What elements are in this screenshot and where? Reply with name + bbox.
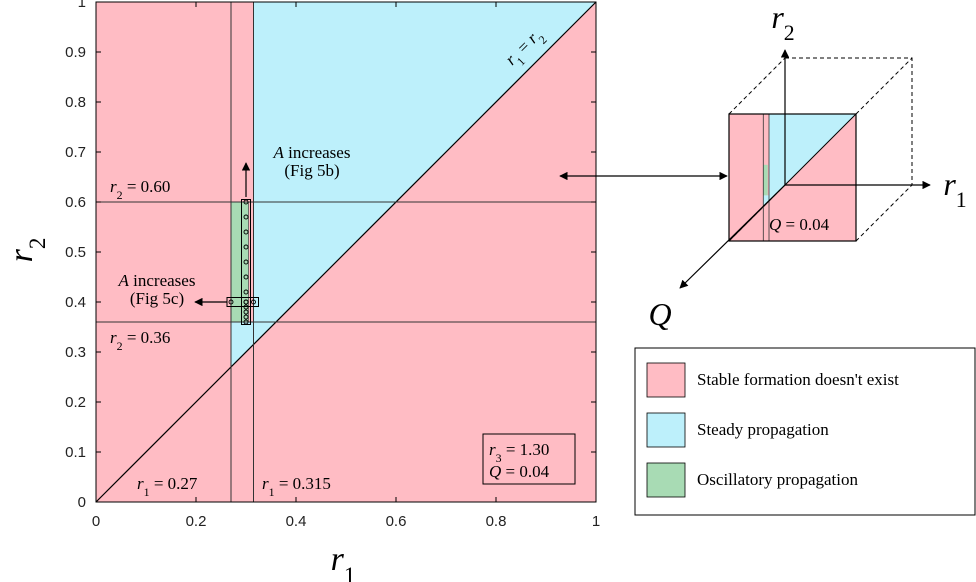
y-tick-label: 0.7 — [65, 144, 86, 161]
y-axis-label: r2 — [3, 238, 51, 263]
legend-label-0: Stable formation doesn't exist — [697, 370, 899, 389]
sample-point-vertical — [243, 214, 249, 220]
inset-depth-edge — [855, 57, 913, 115]
inset-axis-label-r2: r2 — [771, 0, 794, 45]
sample-point-vertical — [243, 314, 249, 320]
y-tick-label: 0.8 — [65, 94, 86, 111]
y-tick-label: 0.2 — [65, 394, 86, 411]
sample-point-vertical — [243, 259, 249, 265]
label-a-increases-c-line1: A increases — [118, 271, 196, 290]
inset-front-frame — [728, 113, 857, 242]
inset-depth-edge — [728, 57, 786, 115]
label-a-increases-b-line2: (Fig 5b) — [284, 161, 339, 180]
label-a-increases-c-line2: (Fig 5c) — [130, 289, 184, 308]
label-r1-0315: r1 = 0.315 — [262, 474, 331, 499]
y-tick-label: 0.3 — [65, 344, 86, 361]
sample-point-vertical — [243, 319, 249, 325]
y-tick-label: 0.1 — [65, 444, 86, 461]
legend-swatch-1 — [646, 412, 686, 448]
label-params-q: Q = 0.04 — [489, 462, 550, 481]
inset-axis-q — [679, 184, 786, 289]
sample-point-horizontal — [251, 299, 256, 305]
x-tick-label: 0.6 — [386, 513, 407, 530]
label-params-r3: r3 = 1.30 — [489, 440, 549, 465]
label-r2-036: r2 = 0.36 — [110, 328, 170, 353]
y-tick-label: 0.4 — [65, 294, 86, 311]
legend-label-2: Oscillatory propagation — [697, 470, 858, 489]
label-r1-027: r1 = 0.27 — [137, 474, 198, 499]
x-tick-label: 0.2 — [186, 513, 207, 530]
x-axis-label: r1 — [331, 541, 356, 582]
inset-q-label: Q = 0.04 — [769, 215, 830, 234]
sample-box-vertical — [241, 199, 251, 325]
sample-point-horizontal — [243, 299, 249, 305]
x-tick-label: 0.8 — [486, 513, 507, 530]
inset-axis-label-r1: r1 — [943, 166, 966, 212]
sample-point-horizontal — [228, 299, 234, 305]
y-tick-label: 0.6 — [65, 194, 86, 211]
x-tick-label: 0.4 — [286, 513, 307, 530]
y-tick-label: 1 — [78, 0, 86, 11]
inset-depth-edge — [855, 184, 913, 242]
diagonal-line — [95, 1, 597, 503]
label-r2-060: r2 = 0.60 — [110, 177, 170, 202]
legend-box — [634, 347, 976, 516]
sample-point-vertical — [243, 244, 249, 250]
sample-point-vertical — [243, 289, 249, 295]
sample-point-vertical — [243, 199, 249, 205]
legend-label-1: Steady propagation — [697, 420, 829, 439]
x-tick-label: 0 — [92, 513, 100, 530]
inset-axis-label-q: Q — [648, 296, 671, 332]
legend-swatch-2 — [646, 462, 686, 498]
params-box — [482, 433, 576, 485]
y-tick-label: 0.5 — [65, 244, 86, 261]
legend-swatch-0 — [646, 362, 686, 398]
y-tick-label: 0.9 — [65, 44, 86, 61]
inset-region-oscillatory — [763, 164, 768, 196]
label-a-increases-b-line1: A increases — [273, 143, 351, 162]
sample-point-vertical — [243, 229, 249, 235]
y-tick-label: 0 — [78, 494, 86, 511]
sample-point-vertical — [243, 274, 249, 280]
x-tick-label: 1 — [592, 513, 600, 530]
sample-point-vertical — [243, 309, 249, 315]
